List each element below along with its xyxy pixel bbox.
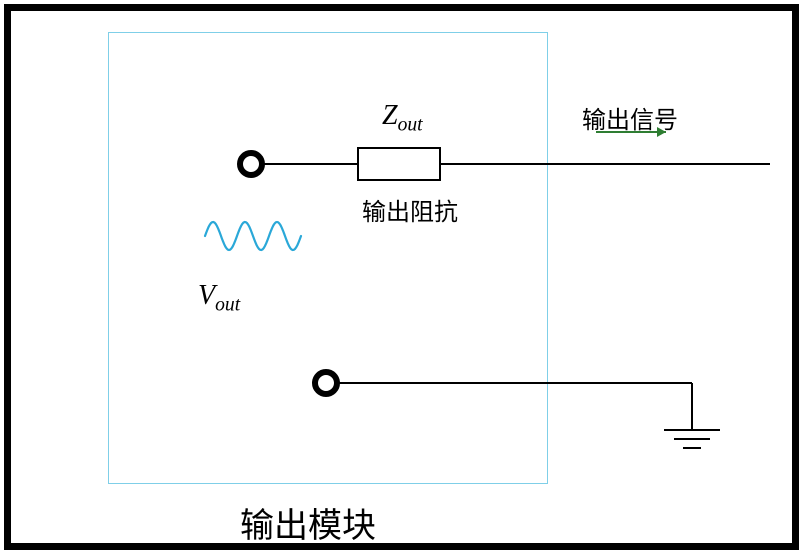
v-out-label: Vout — [198, 280, 240, 317]
z-out-sub: out — [398, 115, 423, 136]
output-signal-label: 输出信号 — [582, 100, 678, 135]
circuit-overlay — [0, 0, 803, 554]
z-out-label: Zout — [382, 100, 423, 137]
module-title: 输出模块 — [240, 498, 376, 547]
z-out-main: Z — [382, 100, 398, 131]
output-impedance-label: 输出阻抗 — [362, 192, 458, 227]
v-out-main: V — [198, 280, 215, 311]
v-out-sub: out — [215, 295, 240, 316]
